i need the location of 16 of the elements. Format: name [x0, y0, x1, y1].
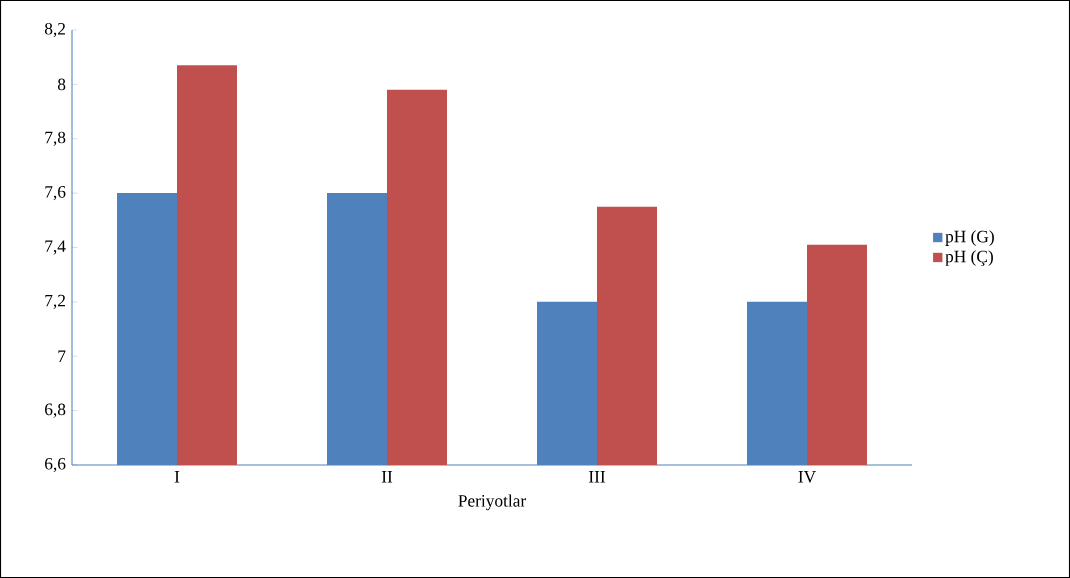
- y-tick-label: 7,6: [45, 186, 66, 201]
- x-tick-label: IV: [798, 471, 816, 483]
- y-tick-label: 7: [58, 350, 66, 362]
- y-tick-label: 6,6: [45, 457, 66, 473]
- x-axis-title: Periyotlar: [458, 494, 527, 511]
- y-tick-label: 6,8: [45, 403, 66, 418]
- y-tick-label: 7,2: [45, 294, 66, 309]
- x-tick-label: I: [174, 471, 180, 483]
- x-tick-label: III: [588, 471, 606, 483]
- y-tick-label: 7,8: [45, 131, 66, 146]
- x-tick-label: II: [381, 471, 393, 483]
- y-tick-label: 7,4: [45, 240, 66, 255]
- y-tick-label: 8: [57, 78, 66, 91]
- legend-label: pH (G): [945, 230, 994, 246]
- y-tick-label: 8,2: [44, 22, 66, 38]
- legend-label: pH (Ç): [945, 250, 993, 266]
